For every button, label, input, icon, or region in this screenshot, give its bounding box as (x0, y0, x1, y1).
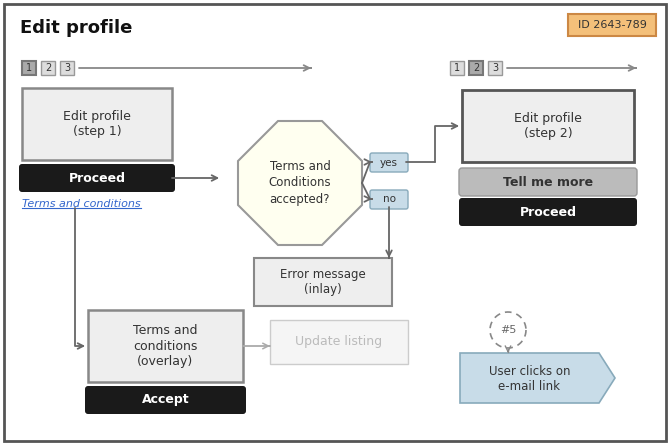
FancyBboxPatch shape (88, 310, 243, 382)
Text: 2: 2 (45, 63, 51, 73)
FancyBboxPatch shape (270, 320, 408, 364)
FancyBboxPatch shape (370, 190, 408, 209)
Text: Terms and
conditions
(overlay): Terms and conditions (overlay) (133, 324, 197, 368)
Text: Terms and
Conditions
accepted?: Terms and Conditions accepted? (269, 159, 331, 206)
FancyBboxPatch shape (488, 61, 502, 75)
Text: 1: 1 (26, 63, 32, 73)
Text: User clicks on
e-mail link: User clicks on e-mail link (488, 365, 570, 393)
Text: ID 2643-789: ID 2643-789 (578, 20, 647, 30)
FancyBboxPatch shape (22, 88, 172, 160)
FancyBboxPatch shape (60, 61, 74, 75)
FancyBboxPatch shape (19, 164, 175, 192)
Text: Update listing: Update listing (295, 336, 383, 348)
FancyBboxPatch shape (568, 14, 656, 36)
Text: Proceed: Proceed (68, 171, 125, 185)
Text: Edit profile: Edit profile (20, 19, 133, 37)
FancyBboxPatch shape (4, 4, 666, 441)
Text: 3: 3 (64, 63, 70, 73)
Text: Tell me more: Tell me more (503, 175, 593, 189)
Text: 1: 1 (454, 63, 460, 73)
FancyBboxPatch shape (450, 61, 464, 75)
Text: Terms and conditions: Terms and conditions (22, 199, 141, 209)
FancyBboxPatch shape (85, 386, 246, 414)
Text: Error message
(inlay): Error message (inlay) (280, 268, 366, 296)
Text: Edit profile
(step 1): Edit profile (step 1) (63, 110, 131, 138)
FancyBboxPatch shape (459, 198, 637, 226)
Text: 2: 2 (473, 63, 479, 73)
Text: Accept: Accept (141, 393, 190, 406)
Text: 3: 3 (492, 63, 498, 73)
Text: yes: yes (380, 158, 398, 167)
FancyBboxPatch shape (22, 61, 36, 75)
Text: Proceed: Proceed (519, 206, 576, 218)
FancyBboxPatch shape (41, 61, 55, 75)
Text: no: no (383, 194, 395, 205)
Polygon shape (460, 353, 615, 403)
Text: Edit profile
(step 2): Edit profile (step 2) (514, 112, 582, 140)
Text: #5: #5 (500, 325, 516, 335)
Polygon shape (238, 121, 362, 245)
FancyBboxPatch shape (459, 168, 637, 196)
FancyBboxPatch shape (462, 90, 634, 162)
FancyBboxPatch shape (370, 153, 408, 172)
FancyBboxPatch shape (254, 258, 392, 306)
FancyBboxPatch shape (469, 61, 483, 75)
